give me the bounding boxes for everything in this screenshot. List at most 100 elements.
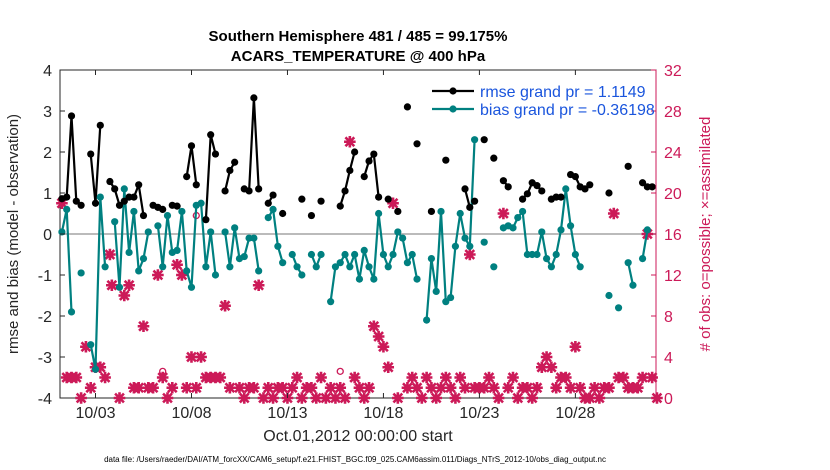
bias-point (509, 224, 517, 232)
bias-point (447, 293, 455, 302)
obs-assimilated-point (454, 371, 467, 384)
bias-point (115, 283, 124, 291)
bias-point (264, 214, 272, 222)
bias-point (346, 263, 354, 271)
obs-assimilated-point (593, 392, 606, 404)
obs-assimilated-point (339, 392, 351, 404)
bias-point (211, 271, 220, 279)
obs-assimilated-point (147, 381, 159, 394)
bias-point (629, 281, 637, 289)
bias-point (135, 267, 143, 275)
obs-assimilated-point (502, 381, 514, 394)
bias-point (466, 242, 474, 250)
bias-point (77, 269, 85, 277)
obs-assimilated-point (176, 269, 188, 281)
obs-assimilated-point (387, 197, 399, 210)
obs-assimilated-point (310, 392, 323, 404)
left-tick-label: 0 (43, 227, 52, 244)
bias-point (413, 275, 421, 283)
rmse-point (523, 190, 531, 198)
obs-assimilated-point (531, 381, 543, 394)
legend-bias-label: bias grand pr = -0.36198 (480, 102, 655, 119)
obs-assimilated-point (233, 381, 246, 394)
obs-assimilated-point (363, 381, 375, 394)
obs-assimilated-point (569, 340, 582, 353)
bias-point (351, 250, 359, 259)
bias-point (480, 238, 488, 246)
rmse-point (231, 158, 239, 166)
obs-assimilated-point (334, 381, 347, 394)
bias-point (274, 242, 282, 250)
rmse-point (538, 187, 546, 195)
bias-point (423, 316, 431, 324)
rmse-point (557, 193, 565, 201)
obs-assimilated-point (401, 381, 414, 394)
bias-point (341, 250, 349, 259)
rmse-point (624, 162, 632, 170)
obs-assimilated-point (166, 381, 179, 394)
obs-assimilated-point (497, 207, 510, 220)
bias-line-segment (641, 229, 649, 259)
bias-point (614, 304, 623, 312)
obs-assimilated-point (425, 381, 438, 394)
x-tick-label: 10/23 (459, 405, 499, 422)
rmse-point (221, 187, 229, 195)
rmse-point (341, 187, 349, 195)
bias-point (451, 242, 460, 250)
rmse-point (403, 103, 412, 111)
obs-assimilated-point (137, 320, 150, 333)
obs-assimilated-point (646, 371, 658, 384)
bias-line-segment (267, 206, 284, 264)
y-axis-left-label: rmse and bias (model - observation) (5, 114, 22, 354)
obs-assimilated-point (420, 371, 433, 384)
obs-assimilated-point (267, 392, 279, 404)
obs-assimilated-point (464, 248, 476, 261)
obs-assimilated-point (559, 371, 572, 384)
bias-point (197, 199, 205, 207)
bias-point (96, 193, 104, 201)
rmse-point (135, 181, 143, 189)
obs-assimilated-point (449, 392, 462, 404)
obs-assimilated-point (248, 381, 260, 394)
obs-assimilated-point (382, 361, 395, 374)
obs-assimilated-point (324, 381, 337, 394)
bias-point (63, 205, 71, 213)
bias-point (643, 226, 651, 234)
chart-title-line2: ACARS_TEMPERATURE @ 400 hPa (231, 48, 486, 65)
bias-point (389, 250, 397, 259)
rmse-point (518, 195, 527, 203)
rmse-point (471, 197, 479, 205)
obs-possible-point (159, 367, 167, 376)
obs-assimilated-point (296, 392, 308, 404)
obs-assimilated-point (320, 392, 332, 404)
obs-assimilated-point (377, 340, 390, 353)
obs-assimilated-point (118, 289, 131, 302)
bias-point (178, 207, 186, 216)
rmse-point (605, 189, 613, 197)
bias-point (375, 209, 383, 218)
y-axis-right-label: # of obs: o=possible; ×=assimilated (697, 117, 714, 352)
obs-assimilated-point (190, 381, 203, 394)
rmse-point (67, 112, 76, 120)
bias-point (183, 267, 191, 275)
obs-assimilated-point (286, 381, 299, 394)
obs-assimilated-point (526, 392, 538, 404)
obs-assimilated-point (219, 299, 231, 312)
rmse-point (461, 185, 469, 193)
obs-assimilated-point (416, 392, 428, 404)
obs-assimilated-point (276, 381, 289, 394)
bias-line-segment (89, 197, 107, 370)
bias-point (557, 226, 565, 234)
legend-bias-marker (449, 105, 457, 113)
bias-point (202, 263, 210, 271)
bias-point (605, 291, 613, 300)
rmse-point (187, 142, 196, 150)
bias-point (538, 228, 546, 236)
obs-assimilated-point (315, 371, 327, 384)
bias-point (231, 224, 239, 232)
rmse-point (427, 207, 436, 216)
bias-point (408, 250, 416, 259)
x-axis-label: Oct.01,2012 00:00:00 start (263, 428, 453, 445)
obs-assimilated-point (372, 330, 385, 343)
bias-point (87, 341, 95, 349)
